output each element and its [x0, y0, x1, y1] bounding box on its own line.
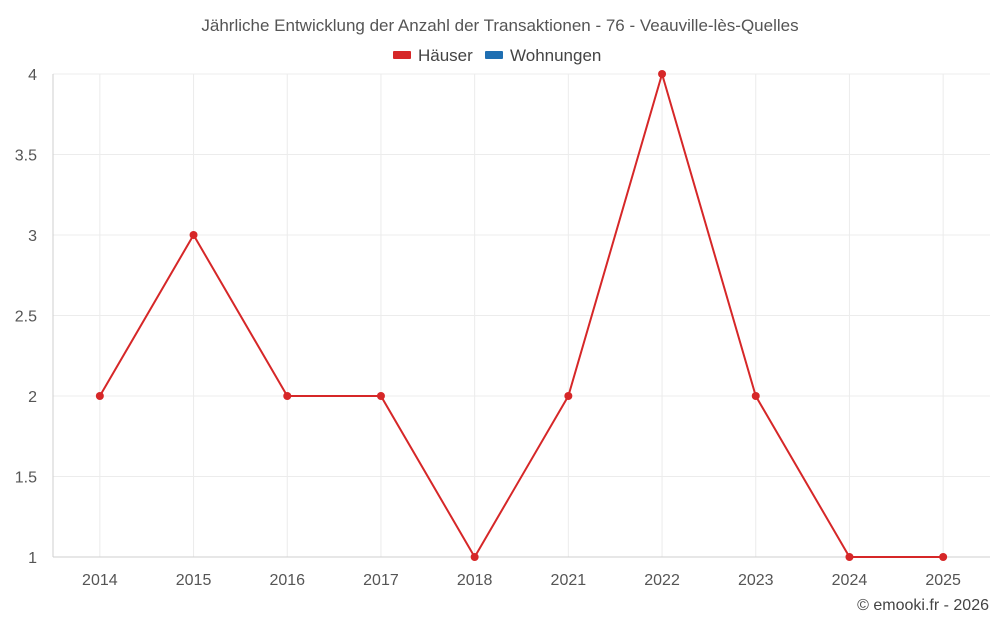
x-tick-label: 2023	[738, 572, 774, 589]
data-point[interactable]	[189, 231, 198, 239]
data-point[interactable]	[751, 392, 760, 400]
y-tick-label: 4	[28, 67, 37, 84]
x-tick-label: 2017	[363, 572, 399, 589]
axes	[52, 74, 990, 558]
legend-item-haeuser[interactable]: Häuser	[393, 46, 473, 65]
x-tick-label: 2018	[457, 572, 493, 589]
y-tick-label: 3	[28, 228, 37, 245]
x-tick-label: 2022	[644, 572, 680, 589]
x-tick-label: 2014	[82, 572, 118, 589]
data-point[interactable]	[283, 392, 292, 400]
series-line-0	[98, 73, 944, 558]
y-tick-label: 3.5	[15, 148, 37, 165]
y-tick-label: 1.5	[15, 470, 37, 487]
y-tick-label: 2	[28, 389, 37, 406]
legend: Häuser Wohnungen	[393, 46, 601, 65]
data-point[interactable]	[564, 392, 573, 400]
x-tick-label: 2024	[832, 572, 868, 589]
data-point[interactable]	[658, 70, 667, 78]
legend-label-haeuser: Häuser	[418, 46, 473, 65]
x-tick-label: 2025	[925, 572, 961, 589]
x-tick-label: 2016	[269, 572, 305, 589]
x-tick-label: 2021	[551, 572, 587, 589]
y-tick-label: 2.5	[15, 309, 37, 326]
legend-item-wohnungen[interactable]: Wohnungen	[485, 46, 601, 65]
x-tick-label: 2015	[176, 572, 212, 589]
y-tick-label: 1	[28, 550, 37, 567]
data-point[interactable]	[470, 553, 479, 561]
credit: © emooki.fr - 2026	[857, 597, 989, 614]
legend-label-wohnungen: Wohnungen	[510, 46, 601, 65]
legend-swatch-wohnungen	[485, 51, 503, 59]
grid	[53, 73, 990, 558]
data-point[interactable]	[95, 392, 104, 400]
y-axis-ticks: 1 1.5 2 2.5 3 3.5 4	[15, 67, 37, 567]
series	[95, 70, 948, 561]
data-point[interactable]	[939, 553, 948, 561]
x-axis-ticks: 2014 2015 2016 2017 2018 2021 2022 2023 2024 2025	[82, 572, 961, 589]
legend-swatch-haeuser	[393, 51, 411, 59]
data-point[interactable]	[376, 392, 385, 400]
data-point[interactable]	[845, 553, 854, 561]
chart-title: Jährliche Entwicklung der Anzahl der Tra…	[201, 16, 798, 35]
